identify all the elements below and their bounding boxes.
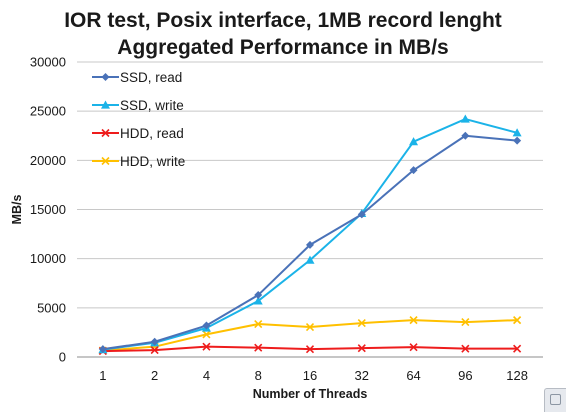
data-point-ssd-write-96 [460, 114, 470, 123]
chart-title-line-2: Aggregated Performance in MB/s [117, 36, 448, 59]
expand-icon [550, 394, 561, 405]
x-tick-label-2: 2 [151, 368, 158, 383]
data-point-ssd-write-64 [409, 137, 419, 146]
data-point-hdd-write-4 [202, 330, 211, 339]
legend-item-hdd-write: HDD, write [92, 154, 185, 169]
data-point-ssd-write-16 [305, 255, 315, 264]
x-tick-label-96: 96 [458, 368, 472, 383]
legend-item-hdd-read: HDD, read [92, 126, 184, 141]
legend-label-hdd-write: HDD, write [120, 154, 185, 169]
legend-marker-hdd-write [101, 156, 110, 166]
legend-label-hdd-read: HDD, read [120, 126, 184, 141]
legend-item-ssd-read: SSD, read [92, 70, 182, 85]
corner-resize-button[interactable] [544, 388, 566, 412]
y-tick-label-15000: 15000 [30, 202, 66, 217]
data-point-ssd-write-8 [253, 296, 263, 305]
data-point-hdd-write-96 [461, 318, 470, 327]
y-axis-tick-labels: 0 5000 10000 15000 20000 25000 30000 [30, 55, 66, 365]
data-point-hdd-read-16 [305, 345, 315, 354]
data-point-hdd-read-128 [513, 344, 522, 353]
data-point-hdd-read-8 [254, 343, 263, 352]
data-point-ssd-write-128 [512, 128, 522, 137]
x-tick-label-4: 4 [203, 368, 210, 383]
data-point-hdd-read-96 [461, 344, 470, 353]
data-point-ssd-read-96 [461, 131, 470, 140]
data-point-ssd-read-1 [98, 345, 107, 354]
data-point-hdd-read-2 [150, 346, 159, 355]
data-point-ssd-read-128 [513, 136, 522, 145]
legend-label-ssd-write: SSD, write [120, 98, 184, 113]
x-axis-title: Number of Threads [253, 387, 368, 401]
x-tick-label-8: 8 [255, 368, 262, 383]
legend-marker-ssd-read [101, 73, 110, 81]
x-axis-tick-labels: 1 2 4 8 16 32 64 96 128 [99, 368, 528, 383]
data-point-hdd-write-32 [357, 319, 366, 328]
data-point-hdd-write-8 [254, 319, 263, 329]
series-ssd-read [98, 131, 522, 354]
x-tick-label-64: 64 [406, 368, 420, 383]
data-point-hdd-read-64 [409, 343, 418, 352]
legend-marker-hdd-read [101, 128, 110, 138]
data-point-ssd-read-32 [357, 210, 366, 219]
data-point-hdd-write-128 [513, 316, 522, 325]
data-point-hdd-read-4 [202, 342, 211, 351]
y-tick-label-5000: 5000 [37, 300, 66, 315]
data-point-ssd-read-4 [202, 321, 211, 330]
x-tick-label-32: 32 [355, 368, 369, 383]
series-hdd-write [98, 316, 522, 355]
y-axis-title: MB/s [10, 195, 24, 225]
legend-label-ssd-read: SSD, read [120, 70, 182, 85]
data-point-hdd-write-16 [305, 322, 315, 332]
y-tick-label-20000: 20000 [30, 153, 66, 168]
chart-title-line-1: IOR test, Posix interface, 1MB record le… [64, 9, 502, 32]
legend-marker-ssd-write [101, 100, 110, 109]
data-point-hdd-read-32 [357, 344, 366, 353]
data-point-ssd-read-8 [254, 291, 263, 300]
x-tick-label-1: 1 [99, 368, 106, 383]
series-layer [98, 114, 522, 356]
y-tick-label-10000: 10000 [30, 251, 66, 266]
data-point-ssd-read-2 [150, 337, 159, 346]
x-tick-label-16: 16 [303, 368, 317, 383]
y-tick-label-0: 0 [59, 350, 66, 365]
x-tick-label-128: 128 [506, 368, 528, 383]
data-point-ssd-read-16 [306, 240, 314, 249]
y-tick-label-30000: 30000 [30, 55, 66, 70]
y-tick-label-25000: 25000 [30, 104, 66, 119]
legend-item-ssd-write: SSD, write [92, 98, 184, 113]
data-point-ssd-read-64 [409, 166, 418, 175]
legend: SSD, read SSD, write HDD, read HDD, write [92, 70, 185, 169]
data-point-hdd-write-64 [409, 316, 418, 325]
